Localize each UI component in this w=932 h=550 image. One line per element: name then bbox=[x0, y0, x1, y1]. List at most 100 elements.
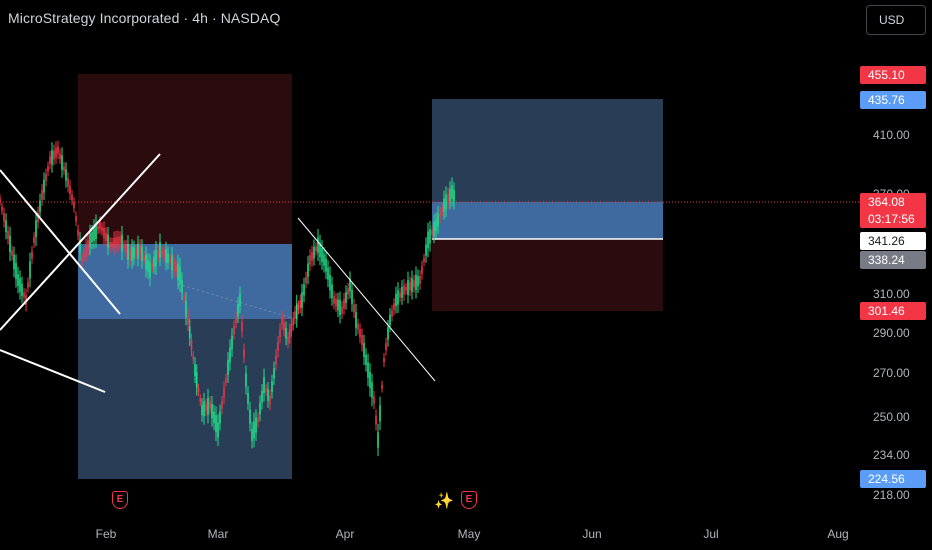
price-tick: 218.00 bbox=[873, 488, 910, 502]
candle-body bbox=[243, 349, 245, 358]
trend-line[interactable] bbox=[0, 169, 121, 315]
candle-body bbox=[409, 282, 411, 291]
long-position-target-zone[interactable] bbox=[432, 99, 663, 202]
candle-body bbox=[294, 311, 296, 319]
candle-body bbox=[363, 342, 365, 358]
candle-body bbox=[351, 289, 353, 304]
candle-body bbox=[429, 228, 431, 244]
candle-body bbox=[279, 329, 281, 338]
candle-body bbox=[109, 242, 111, 248]
candle-body bbox=[33, 237, 35, 243]
candle-body bbox=[417, 276, 419, 287]
candle-body bbox=[287, 336, 289, 344]
candle-body bbox=[349, 278, 351, 292]
candle-body bbox=[267, 389, 269, 401]
candle-body bbox=[31, 251, 33, 259]
candle-body bbox=[277, 342, 279, 352]
candle-body bbox=[325, 258, 327, 272]
dividend-spark-icon[interactable]: ✨ bbox=[434, 493, 454, 510]
candle-body bbox=[9, 235, 11, 253]
trend-line[interactable] bbox=[297, 217, 436, 382]
candle-body bbox=[65, 169, 67, 181]
candle-body bbox=[393, 303, 395, 310]
candle-body bbox=[301, 292, 303, 308]
candle-body bbox=[95, 223, 97, 239]
candle-body bbox=[211, 404, 213, 419]
candle-body bbox=[357, 323, 359, 330]
candle-body bbox=[111, 242, 113, 246]
candle-body bbox=[341, 306, 343, 314]
long-position-profit-zone[interactable] bbox=[432, 202, 663, 239]
candle-body bbox=[73, 202, 75, 208]
candle-body bbox=[175, 266, 177, 272]
candle-body bbox=[273, 368, 275, 379]
short-position-entry-zone[interactable] bbox=[78, 244, 292, 319]
candle-body bbox=[285, 328, 287, 339]
candle-body bbox=[203, 401, 205, 417]
candle-body bbox=[3, 213, 5, 222]
candle-body bbox=[449, 188, 451, 202]
candle-body bbox=[247, 393, 249, 404]
candle-body bbox=[179, 266, 181, 284]
candle-body bbox=[367, 362, 369, 378]
candle-body bbox=[85, 245, 87, 255]
candle-body bbox=[192, 355, 195, 360]
candle-body bbox=[233, 326, 235, 334]
candle-body bbox=[71, 194, 73, 201]
candle-body bbox=[117, 236, 119, 246]
candle-body bbox=[53, 150, 55, 160]
candle-body bbox=[290, 323, 293, 332]
candle-body bbox=[241, 321, 243, 332]
candle-body bbox=[345, 292, 347, 303]
price-label-target-short: 224.56 bbox=[860, 470, 926, 488]
price-tick: 410.00 bbox=[873, 128, 910, 142]
candle-body bbox=[145, 254, 147, 270]
candle-body bbox=[405, 287, 407, 291]
candle-body bbox=[13, 254, 15, 270]
candle-body bbox=[379, 405, 381, 422]
candle-body bbox=[297, 305, 300, 310]
candle-body bbox=[169, 258, 171, 262]
candle-body bbox=[135, 249, 137, 255]
candle-body bbox=[213, 411, 215, 424]
price-label-target-long: 435.76 bbox=[860, 91, 926, 109]
candle-body bbox=[433, 222, 435, 236]
candle-body bbox=[97, 226, 99, 230]
candle-body bbox=[219, 411, 221, 424]
candle-body bbox=[309, 255, 311, 265]
symbol-title[interactable]: MicroStrategy Incorporated · 4h · NASDAQ bbox=[8, 10, 281, 26]
candle-body bbox=[113, 238, 115, 248]
candle-body bbox=[397, 290, 399, 305]
short-position-target-zone[interactable] bbox=[78, 319, 292, 479]
time-tick: Aug bbox=[827, 527, 849, 541]
short-position-stop-zone[interactable] bbox=[78, 74, 292, 244]
candle-body bbox=[421, 266, 423, 274]
candle-body bbox=[187, 315, 189, 325]
time-tick: Apr bbox=[335, 527, 355, 541]
candle-body bbox=[311, 251, 313, 261]
candle-body bbox=[435, 219, 437, 231]
candle-body bbox=[375, 415, 377, 425]
earnings-icon[interactable]: E bbox=[461, 491, 477, 509]
candlestick-series bbox=[0, 140, 455, 457]
price-tick: 290.00 bbox=[873, 326, 910, 340]
trend-line[interactable] bbox=[0, 349, 106, 393]
candle-body bbox=[141, 247, 143, 261]
candle-body bbox=[171, 255, 173, 271]
earnings-icon[interactable]: E bbox=[112, 491, 128, 509]
candle-body bbox=[355, 312, 357, 328]
candle-body bbox=[359, 329, 361, 338]
candle-body bbox=[123, 244, 125, 248]
candle-body bbox=[155, 249, 157, 267]
candle-body bbox=[427, 231, 429, 249]
candle-body bbox=[119, 236, 121, 244]
long-position-stop-zone[interactable] bbox=[432, 239, 663, 311]
candle-body bbox=[415, 274, 417, 291]
trend-lines[interactable] bbox=[0, 153, 436, 393]
trend-line[interactable] bbox=[0, 153, 161, 331]
price-tick: 234.00 bbox=[873, 448, 910, 462]
candle-body bbox=[365, 354, 367, 366]
currency-button[interactable]: USD bbox=[866, 5, 926, 35]
candle-body bbox=[7, 231, 9, 239]
